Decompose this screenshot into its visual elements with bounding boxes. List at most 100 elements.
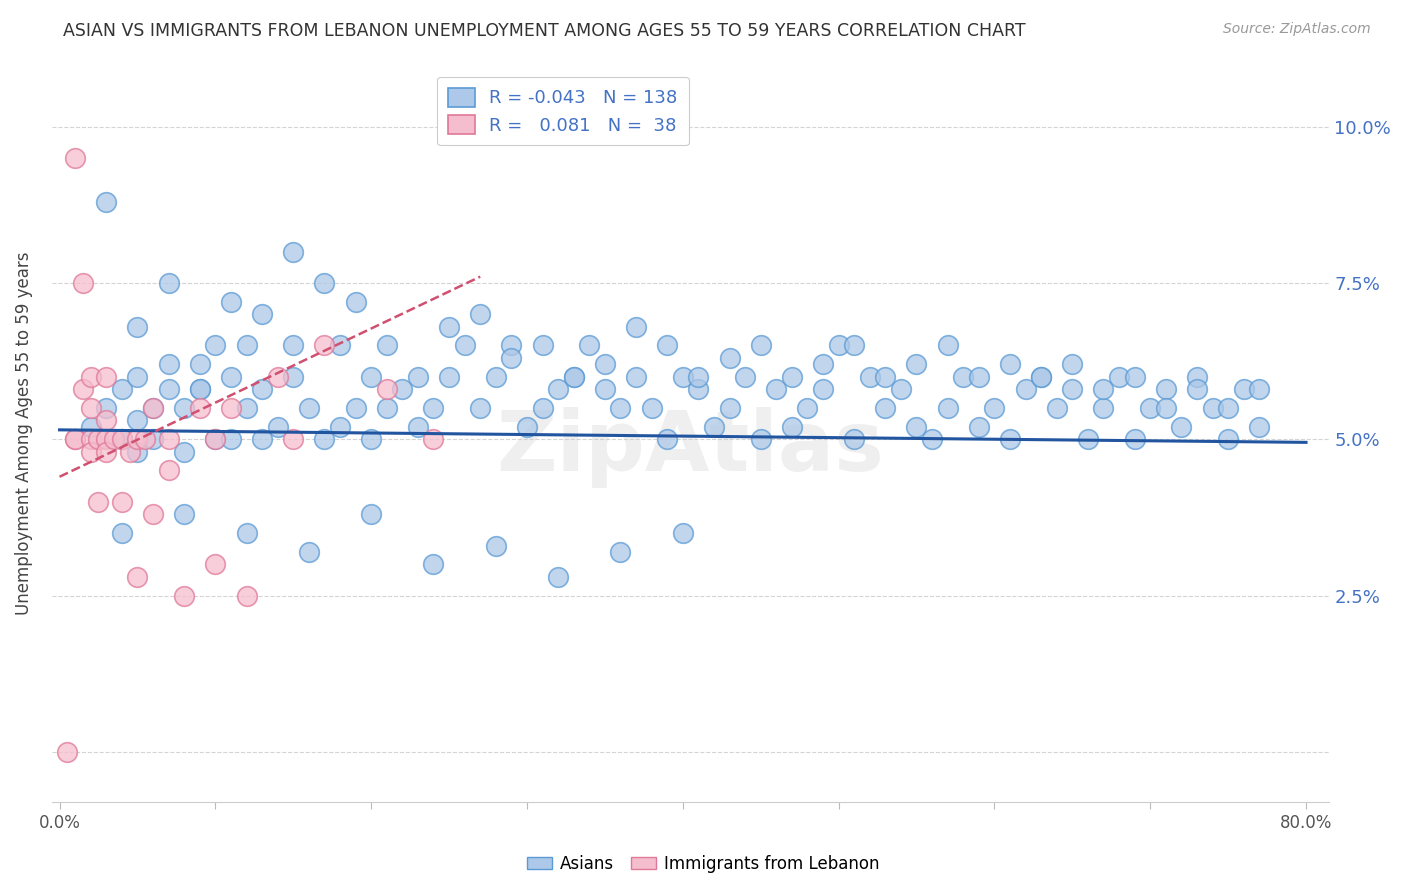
Point [437,369,460,384]
Point [375,338,398,352]
Point [250,307,273,321]
Point [173,444,195,458]
Point [63,432,86,446]
Point [936,338,959,352]
Point [1170,419,1192,434]
Point [344,294,367,309]
Point [811,382,834,396]
Point [87,495,110,509]
Point [329,419,352,434]
Point [485,539,508,553]
Point [204,432,226,446]
Point [283,338,305,352]
Point [235,338,257,352]
Point [765,382,787,396]
Point [204,432,226,446]
Point [360,508,382,522]
Point [998,357,1021,371]
Point [672,369,695,384]
Point [422,558,444,572]
Point [859,369,882,384]
Point [921,432,943,446]
Point [96,413,118,427]
Point [283,369,305,384]
Point [547,570,569,584]
Text: ASIAN VS IMMIGRANTS FROM LEBANON UNEMPLOYMENT AMONG AGES 55 TO 59 YEARS CORRELAT: ASIAN VS IMMIGRANTS FROM LEBANON UNEMPLO… [63,22,1026,40]
Point [501,351,523,365]
Point [63,151,86,165]
Point [422,432,444,446]
Point [875,369,897,384]
Point [905,357,928,371]
Point [609,545,631,559]
Point [314,338,336,352]
Point [266,419,288,434]
Point [219,294,242,309]
Point [688,382,710,396]
Point [266,369,288,384]
Point [501,338,523,352]
Point [127,570,149,584]
Point [1249,382,1271,396]
Point [344,401,367,415]
Point [952,369,974,384]
Point [422,401,444,415]
Point [360,369,382,384]
Point [235,589,257,603]
Point [142,401,165,415]
Point [188,357,211,371]
Point [63,432,86,446]
Point [118,444,141,458]
Point [967,419,990,434]
Point [96,194,118,209]
Point [1185,382,1208,396]
Legend: R = -0.043   N = 138, R =   0.081   N =  38: R = -0.043 N = 138, R = 0.081 N = 38 [437,77,689,145]
Point [96,401,118,415]
Point [173,589,195,603]
Point [624,369,647,384]
Point [188,401,211,415]
Point [437,319,460,334]
Point [204,338,226,352]
Point [80,432,103,446]
Point [360,432,382,446]
Point [609,401,631,415]
Point [485,369,508,384]
Point [96,369,118,384]
Point [1014,382,1036,396]
Point [1139,401,1161,415]
Point [134,432,156,446]
Point [844,338,866,352]
Point [298,401,321,415]
Point [127,432,149,446]
Point [142,401,165,415]
Point [936,401,959,415]
Point [1216,432,1239,446]
Point [1092,382,1115,396]
Point [235,526,257,541]
Point [314,276,336,290]
Point [111,432,134,446]
Point [391,382,413,396]
Text: Source: ZipAtlas.com: Source: ZipAtlas.com [1223,22,1371,37]
Point [531,401,554,415]
Point [811,357,834,371]
Point [547,382,569,396]
Point [1185,369,1208,384]
Point [406,369,429,384]
Point [219,369,242,384]
Point [1123,432,1146,446]
Point [470,307,492,321]
Point [219,401,242,415]
Point [562,369,585,384]
Point [111,526,134,541]
Point [157,463,180,477]
Point [657,338,679,352]
Point [1201,401,1223,415]
Point [1029,369,1052,384]
Point [127,319,149,334]
Point [875,401,897,415]
Point [96,432,118,446]
Point [103,432,125,446]
Point [844,432,866,446]
